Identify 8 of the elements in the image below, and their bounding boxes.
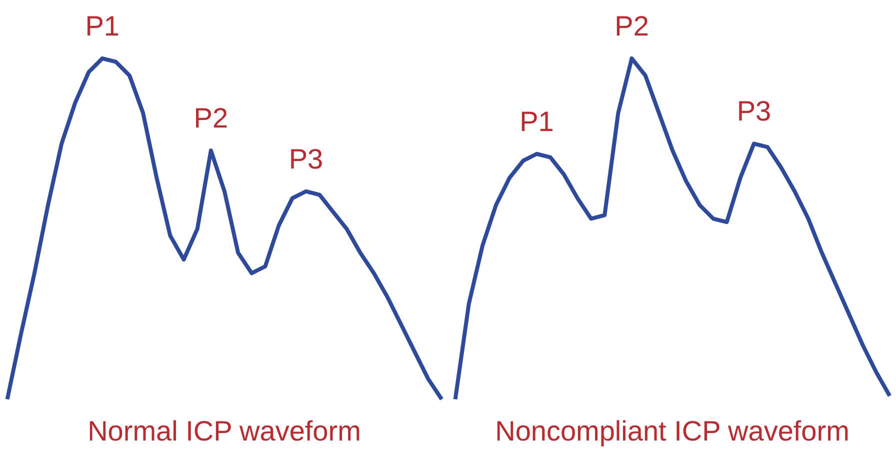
annotation: P3: [288, 143, 324, 174]
annotation: P3: [736, 96, 772, 127]
annotation: P1: [520, 106, 554, 137]
annotation: P2: [194, 102, 228, 134]
text: P1: [85, 10, 120, 42]
x-axis-title: Noncompliant ICP waveform: [495, 416, 850, 446]
x-axis-title: Normal ICP waveform: [88, 416, 361, 446]
text: P2: [614, 10, 649, 42]
